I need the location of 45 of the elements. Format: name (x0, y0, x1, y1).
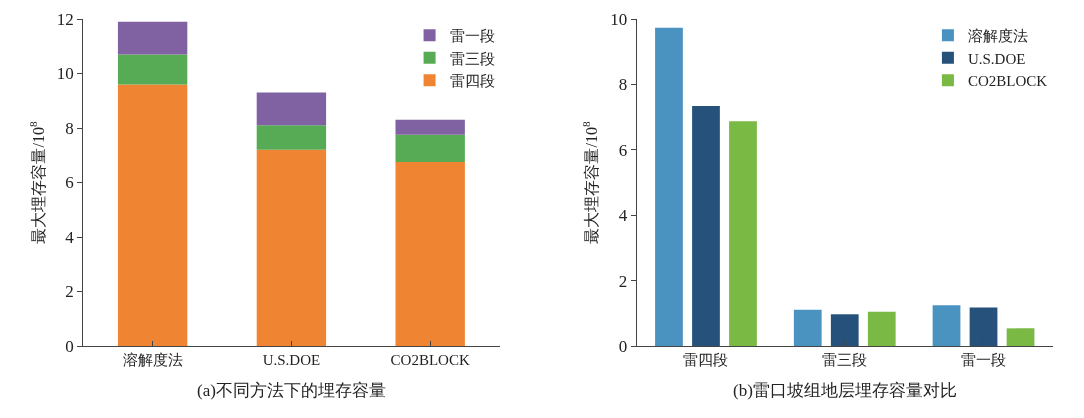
y-tick-label: 10 (610, 9, 628, 29)
bar (969, 307, 998, 346)
bar (256, 125, 327, 150)
bar (256, 92, 327, 126)
y-tick-label: 0 (618, 336, 628, 356)
text: (a)不同方法下的埋存容量 (197, 381, 386, 400)
y-tick-label: 4 (618, 206, 628, 226)
bar (256, 149, 327, 346)
x-tick-label: U.S.DOE (262, 352, 321, 368)
bar (395, 134, 465, 163)
legend-label: 雷四段 (449, 73, 495, 90)
bar (867, 311, 896, 346)
y-tick-label: 2 (618, 271, 628, 291)
bar (117, 84, 188, 346)
legend-label: 雷一段 (449, 28, 495, 45)
bar (655, 27, 683, 346)
bar (793, 309, 822, 346)
y-tick-label: 2 (65, 282, 74, 302)
legend-label: CO2BLOCK (967, 73, 1048, 90)
y-tick-label: 0 (65, 336, 74, 356)
text: (b)雷口坡组地层埋存容量对比 (733, 381, 957, 400)
bar (395, 162, 465, 346)
legend-label: U.S.DOE (967, 50, 1026, 67)
y-tick-label: 12 (56, 9, 74, 29)
bar (117, 21, 188, 55)
x-tick-label: 雷四段 (683, 352, 729, 368)
bar (932, 305, 961, 346)
y-tick-label: 10 (56, 64, 74, 84)
y-tick-label: 8 (65, 118, 74, 138)
bar (117, 54, 188, 85)
bar (395, 119, 465, 135)
bar (1006, 328, 1035, 346)
legend-label: 雷三段 (449, 50, 495, 67)
y-tick-label: 6 (65, 173, 74, 193)
x-tick-label: 雷三段 (822, 352, 868, 368)
x-tick-label: CO2BLOCK (390, 352, 470, 368)
legend-label: 溶解度法 (967, 28, 1028, 45)
y-tick-label: 8 (618, 75, 628, 95)
bar (830, 314, 859, 346)
bar (692, 105, 720, 346)
y-tick-label: 4 (65, 227, 75, 247)
y-tick-label: 6 (618, 140, 628, 160)
x-tick-label: 溶解度法 (122, 352, 183, 368)
bar (729, 121, 757, 346)
x-tick-label: 雷一段 (961, 352, 1007, 368)
